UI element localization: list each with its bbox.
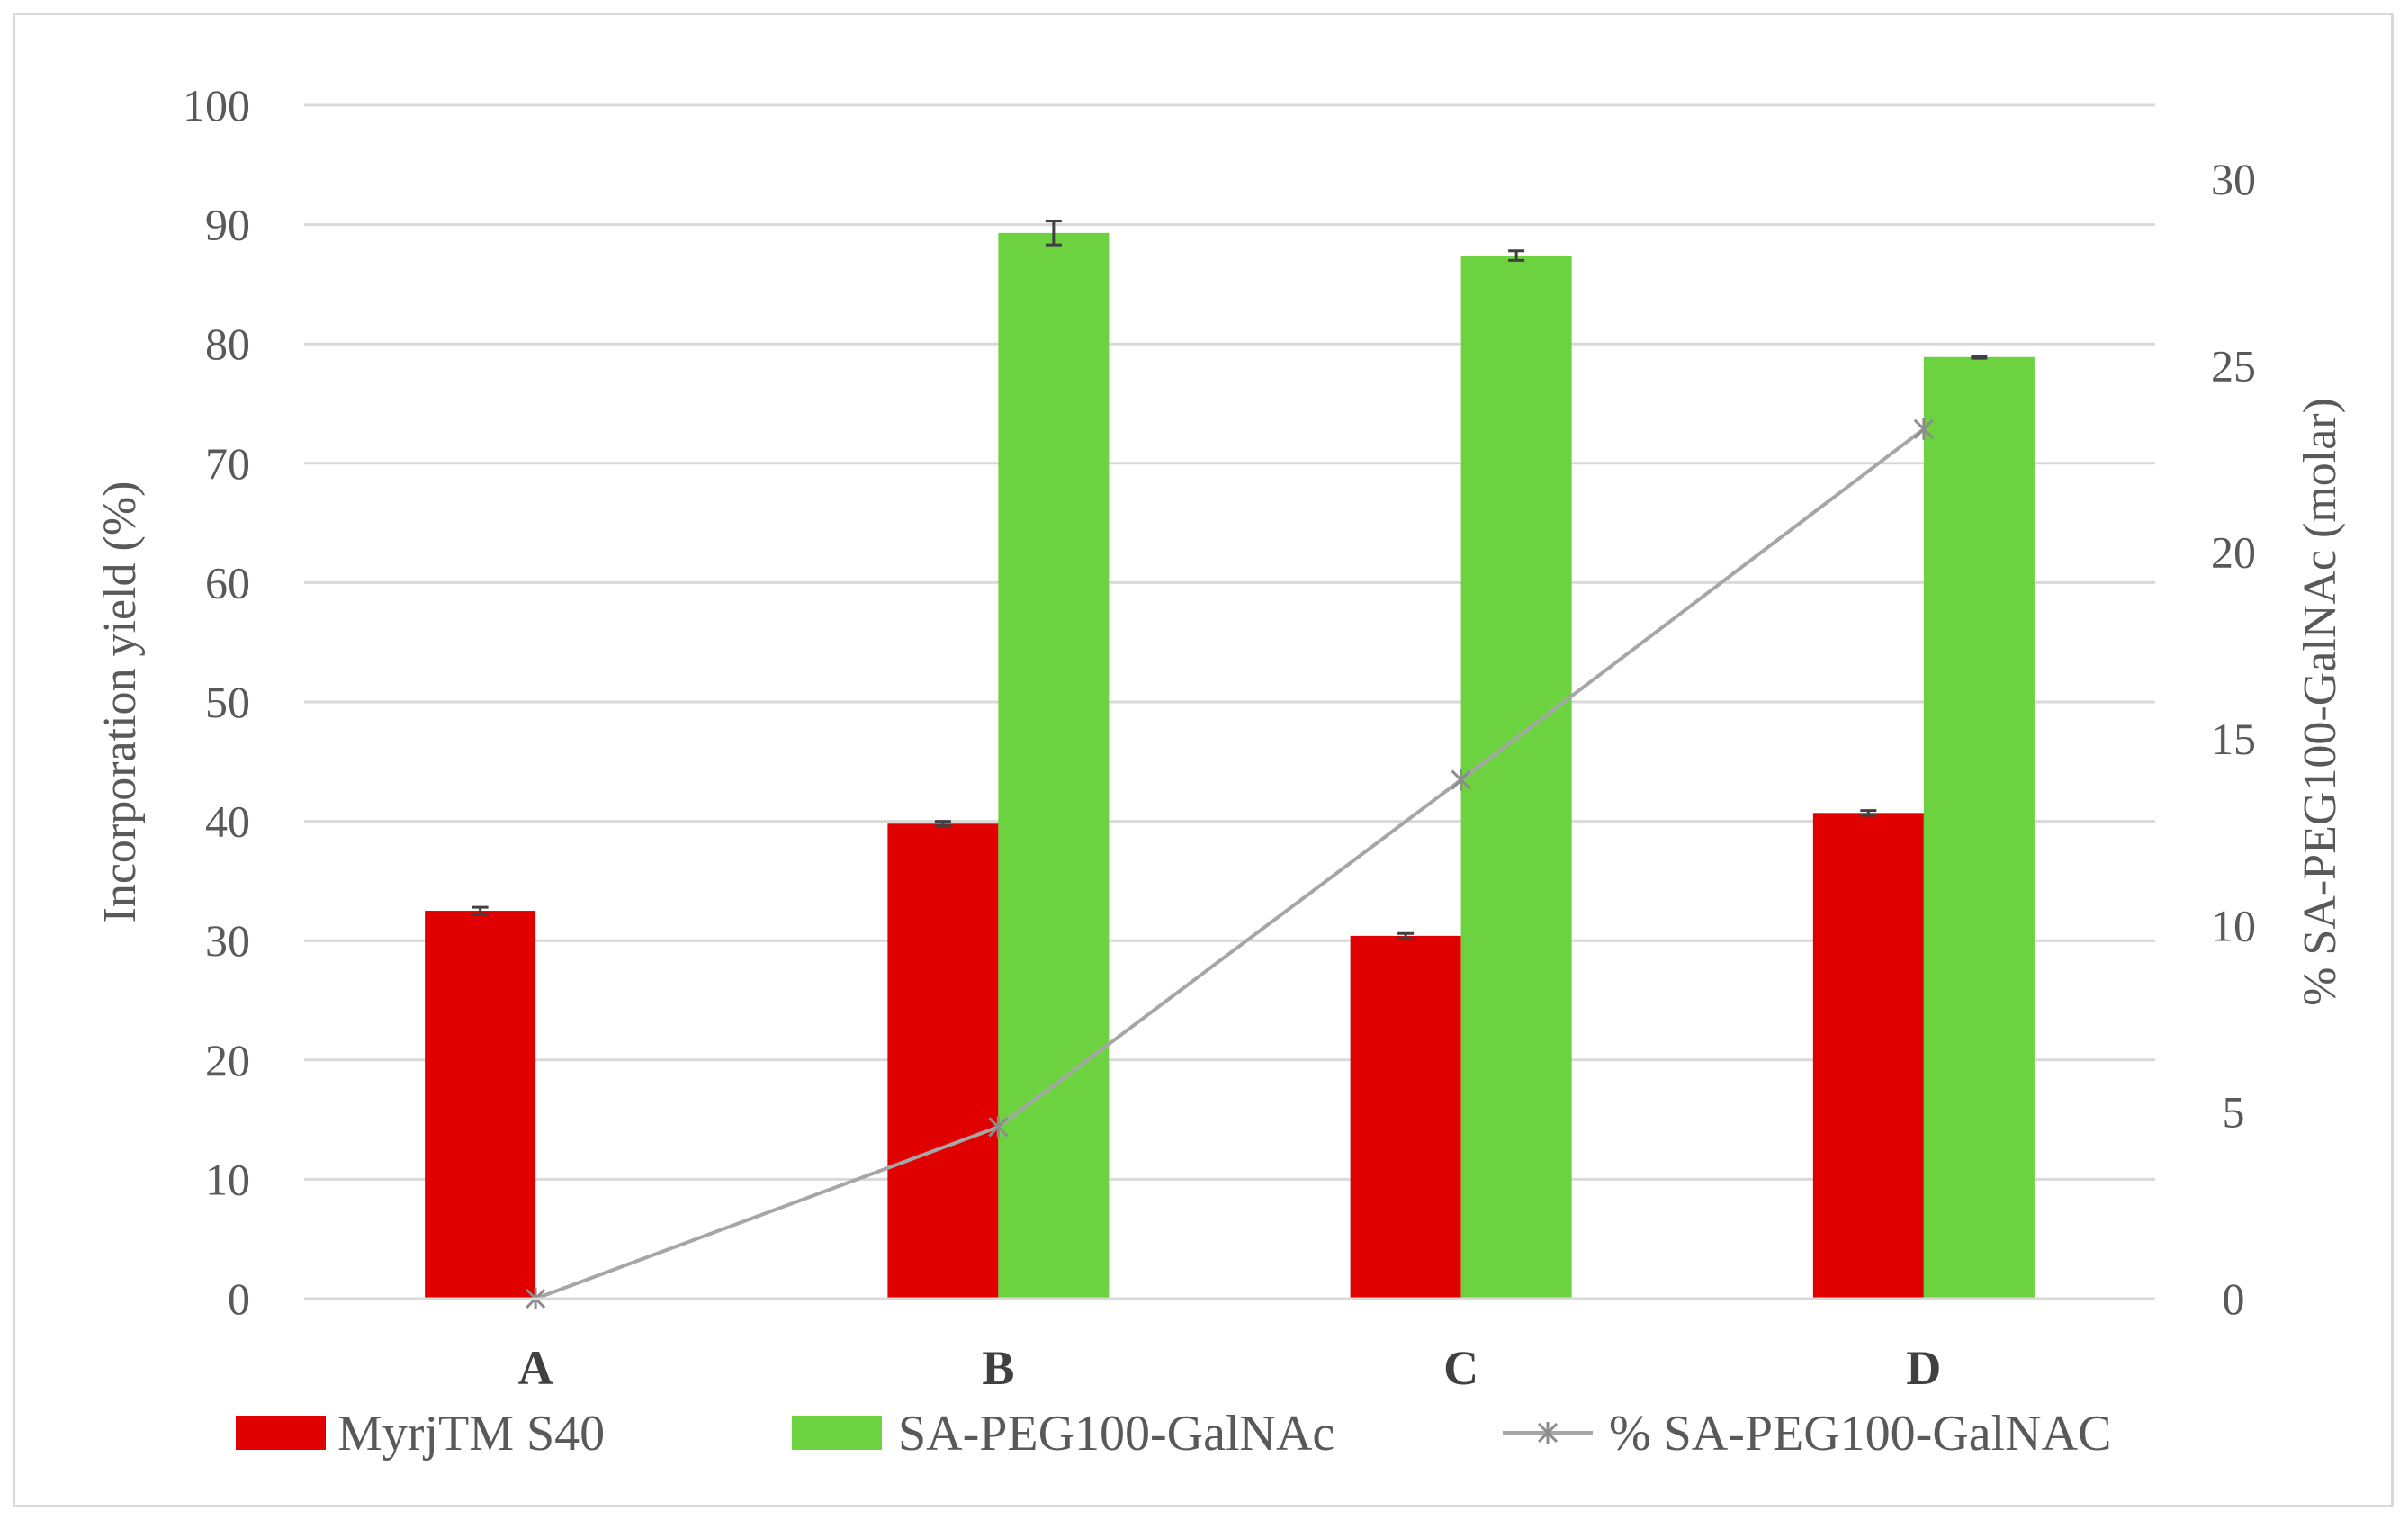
y-tick-label: 90 (205, 200, 250, 250)
y-tick-label: 60 (205, 557, 250, 607)
y2-tick-label: 20 (2211, 527, 2256, 578)
y-tick-label: 10 (205, 1154, 250, 1204)
y-tick-label: 100 (183, 80, 250, 130)
line-point-B (988, 1116, 1009, 1138)
bar-sapeg-C (1460, 256, 1572, 1300)
error-bars (472, 220, 1988, 940)
x-tick-label-D: D (1906, 1341, 1941, 1395)
bar-myrj-B (887, 823, 999, 1299)
y-tick-label: 0 (228, 1273, 250, 1324)
error-bar-C (1508, 249, 1525, 262)
y2-axis-title: % SA-PEG100-GalNAc (molar) (2295, 398, 2346, 1006)
y2-tick-label: 5 (2223, 1087, 2245, 1138)
y-tick-label: 40 (205, 796, 250, 847)
legend-star-marker (1537, 1422, 1559, 1444)
error-bar-B (1045, 220, 1062, 247)
y-tick-label: 20 (205, 1035, 250, 1085)
error-bar-B (934, 820, 951, 828)
bar-sapeg-B (998, 232, 1110, 1300)
x-tick-label-C: C (1443, 1341, 1478, 1395)
y2-tick-label: 15 (2211, 714, 2256, 764)
line-point-D (1913, 418, 1934, 440)
error-bar-A (472, 905, 489, 916)
line-molar-percent (535, 427, 1926, 1300)
y-axis-title: Incorporation yield (%) (94, 481, 146, 923)
legend-label-2: % SA-PEG100-GalNAC (1609, 1406, 2111, 1462)
bar-myrj-C (1350, 935, 1461, 1299)
legend: MyrjTM S40 SA-PEG100-GalNAc % SA-PEG100-Ga… (236, 1406, 2111, 1462)
bar-sapeg-D (1923, 356, 2035, 1299)
axes: 0 10 20 30 40 50 60 70 80 90 100 0 5 10 15 20 25 30 A B C D (183, 80, 2256, 1395)
error-bar-C (1397, 931, 1415, 940)
bars (425, 232, 2035, 1300)
line-point-C (1451, 769, 1471, 791)
legend-label-1: SA-PEG100-GalNAc (898, 1406, 1334, 1462)
y2-tick-label: 30 (2211, 154, 2256, 204)
legend-label-0: MyrjTM S40 (337, 1406, 605, 1462)
y-tick-label: 50 (205, 677, 250, 727)
y2-tick-label: 10 (2211, 900, 2256, 950)
y2-tick-label: 0 (2223, 1273, 2245, 1324)
y-tick-label: 30 (205, 915, 250, 966)
x-tick-label-B: B (982, 1341, 1014, 1395)
x-tick-label-A: A (518, 1341, 553, 1395)
legend-swatch-1 (792, 1416, 882, 1450)
error-bar-D (1860, 809, 1877, 817)
y-tick-label: 70 (205, 438, 250, 489)
bar-myrj-A (425, 911, 536, 1299)
y2-tick-label: 25 (2211, 340, 2256, 391)
error-bar-D (1971, 354, 1988, 360)
line-series (526, 418, 1934, 1309)
y-tick-label: 80 (205, 319, 250, 369)
bar-myrj-D (1812, 813, 1924, 1299)
legend-swatch-0 (236, 1416, 326, 1450)
